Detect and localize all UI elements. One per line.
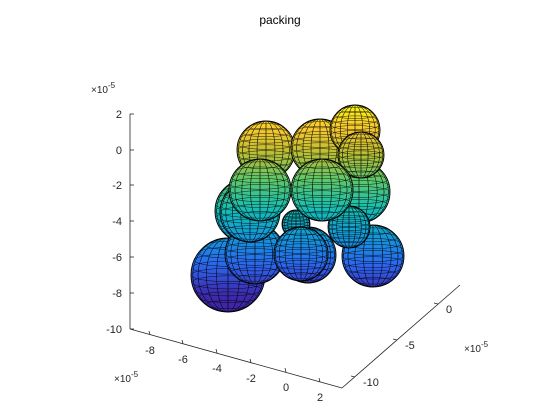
z-axis: 2 0 -2 -4 -6 -8 -10 ×10-5 [91,81,134,336]
x-tick-label: 2 [317,392,323,404]
svg-text:×10-5: ×10-5 [464,340,489,355]
y-tick-mark [350,375,356,378]
z-axis-exponent: -5 [108,81,116,90]
x-tick-label: -2 [246,373,256,385]
x-axis-exponent: -5 [131,370,139,379]
y-axis-multiplier: ×10 [464,344,481,355]
sphere [273,226,329,282]
y-axis: -10-50 ×10-5 [341,284,489,389]
sphere [236,120,296,180]
x-tick-label: -4 [212,363,222,375]
sphere-packing [190,104,405,313]
x-tick-mark [249,358,252,364]
x-tick-mark [318,377,321,383]
x-tick-mark [215,348,218,354]
chart-title: packing [259,13,300,27]
x-tick-label: -6 [178,354,188,366]
x-tick-mark [181,339,184,345]
sphere [337,131,385,179]
z-tick-label: -6 [112,252,122,264]
y-tick-label: 0 [446,304,452,316]
x-axis-multiplier: ×10 [114,374,131,385]
y-tick-label: -10 [363,377,379,389]
y-tick-mark [433,302,439,305]
x-tick-mark [148,330,151,336]
x-tick-label: -8 [145,345,155,357]
y-tick-label: -5 [405,340,415,352]
y-axis-exponent: -5 [481,340,489,349]
z-tick-label: -8 [112,288,122,300]
z-axis-multiplier: ×10 [91,85,108,96]
z-tick-label: -2 [112,180,122,192]
x-tick-label: 0 [283,382,289,394]
x-tick-mark [284,367,287,373]
sphere [228,158,292,222]
svg-text:×10-5: ×10-5 [114,370,139,385]
z-tick-label: 0 [116,145,122,157]
sphere [290,158,354,222]
y-tick-mark [392,338,398,341]
z-tick-label: 2 [116,109,122,121]
z-tick-label: -4 [112,216,122,228]
svg-text:×10-5: ×10-5 [91,81,116,96]
z-tick-label: -10 [106,324,122,336]
x-axis: -8 -6 -4 -2 0 2 ×10-5 [114,328,343,404]
